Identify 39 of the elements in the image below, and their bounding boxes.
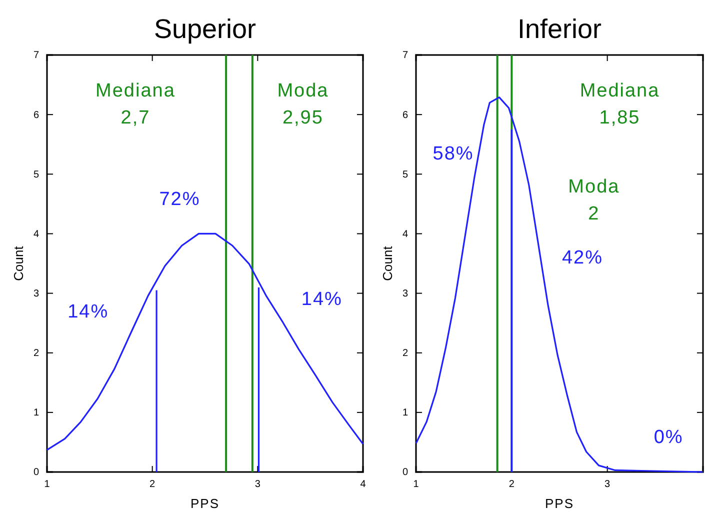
y-tick-label: 5: [402, 169, 408, 180]
y-tick-label: 2: [402, 348, 408, 360]
y-axis-title: Count: [11, 246, 26, 281]
annotation: 58%: [432, 143, 474, 164]
x-tick-label: 3: [254, 479, 261, 490]
ref-line-label: Moda 2: [568, 176, 620, 225]
x-axis-title: PPS: [190, 496, 220, 511]
annotation: 14%: [68, 302, 109, 323]
y-tick-label: 2: [33, 348, 40, 360]
y-tick-label: 7: [402, 50, 408, 62]
x-tick-label: 1: [44, 479, 50, 490]
chart-title: Superior: [154, 14, 256, 44]
ref-line-label: Moda 2,95: [277, 80, 329, 129]
y-axis-title: Count: [380, 246, 395, 281]
x-tick-label: 4: [360, 479, 366, 490]
annotation: 14%: [301, 289, 342, 310]
chart-title: Inferior: [517, 14, 602, 44]
ref-line-label: Mediana 1,85: [580, 80, 660, 129]
x-axis-title: PPS: [544, 496, 574, 511]
y-tick-label: 3: [33, 288, 40, 300]
y-tick-label: 6: [402, 110, 408, 121]
y-tick-label: 0: [33, 467, 40, 478]
y-tick-label: 1: [402, 408, 408, 419]
ref-line-label: Mediana 2,7: [96, 80, 176, 129]
x-tick-label: 1: [413, 479, 420, 490]
y-tick-label: 5: [33, 169, 40, 180]
y-tick-label: 4: [402, 228, 408, 240]
y-tick-label: 7: [33, 50, 40, 62]
annotation: 0%: [654, 426, 684, 448]
y-tick-label: 0: [402, 467, 408, 478]
x-tick-label: 2: [508, 479, 515, 490]
annotation: 72%: [159, 189, 200, 210]
y-tick-label: 3: [402, 288, 408, 300]
y-tick-label: 4: [33, 228, 40, 240]
x-tick-label: 3: [604, 479, 611, 490]
annotation: 42%: [562, 248, 603, 268]
x-tick-label: 2: [150, 479, 156, 490]
y-tick-label: 1: [33, 408, 40, 419]
y-tick-label: 6: [33, 110, 40, 121]
